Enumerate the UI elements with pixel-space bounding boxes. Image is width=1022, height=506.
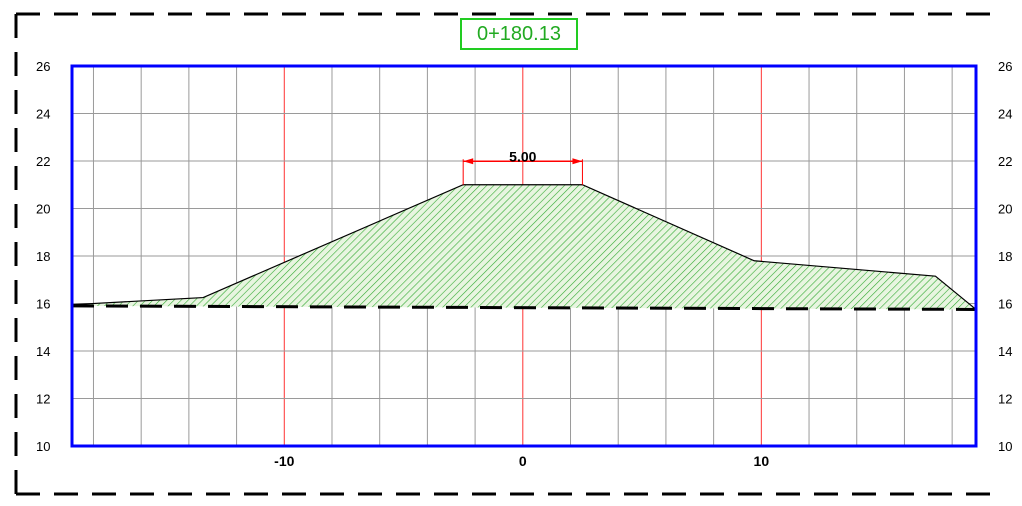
x-tick-label: -10	[274, 453, 294, 469]
station-label: 0+180.13	[460, 18, 578, 50]
width-dimension: 5.00	[462, 148, 583, 185]
y-tick-label-right: 20	[998, 202, 1012, 217]
dim-arrow-left	[463, 158, 474, 165]
dim-arrow-right	[572, 158, 583, 165]
y-tick-label-left: 12	[36, 392, 50, 407]
y-tick-label-right: 16	[998, 297, 1012, 312]
y-tick-label-right: 14	[998, 344, 1012, 359]
y-tick-label-left: 16	[36, 297, 50, 312]
y-tick-label-left: 10	[36, 439, 50, 454]
y-axis-labels: 10 10 12 12 14 14 16 16 18 18 20 20 22 22 24 24 26 26	[36, 59, 1012, 454]
y-tick-label-left: 18	[36, 249, 50, 264]
section-hatch	[72, 184, 976, 310]
y-tick-label-right: 26	[998, 59, 1012, 74]
plot-frame	[70, 64, 978, 448]
dim-label: 5.00	[509, 148, 536, 164]
section-fill	[71, 184, 977, 310]
sheet-border	[14, 12, 1004, 496]
y-tick-label-left: 26	[36, 59, 50, 74]
y-tick-label-left: 22	[36, 154, 50, 169]
y-tick-label-left: 20	[36, 202, 50, 217]
y-tick-label-right: 22	[998, 154, 1012, 169]
y-tick-label-right: 12	[998, 392, 1012, 407]
y-tick-label-left: 24	[36, 107, 50, 122]
y-tick-label-right: 10	[998, 439, 1012, 454]
y-tick-label-left: 14	[36, 344, 50, 359]
x-tick-label: 0	[519, 453, 527, 469]
y-tick-label-right: 18	[998, 249, 1012, 264]
existing-ground	[71, 304, 977, 311]
y-tick-label-right: 24	[998, 107, 1012, 122]
x-tick-label: 10	[754, 453, 770, 469]
x-axis-labels: -10 0 10	[274, 453, 769, 469]
frame-rect	[70, 64, 978, 448]
ground-line	[71, 304, 977, 311]
